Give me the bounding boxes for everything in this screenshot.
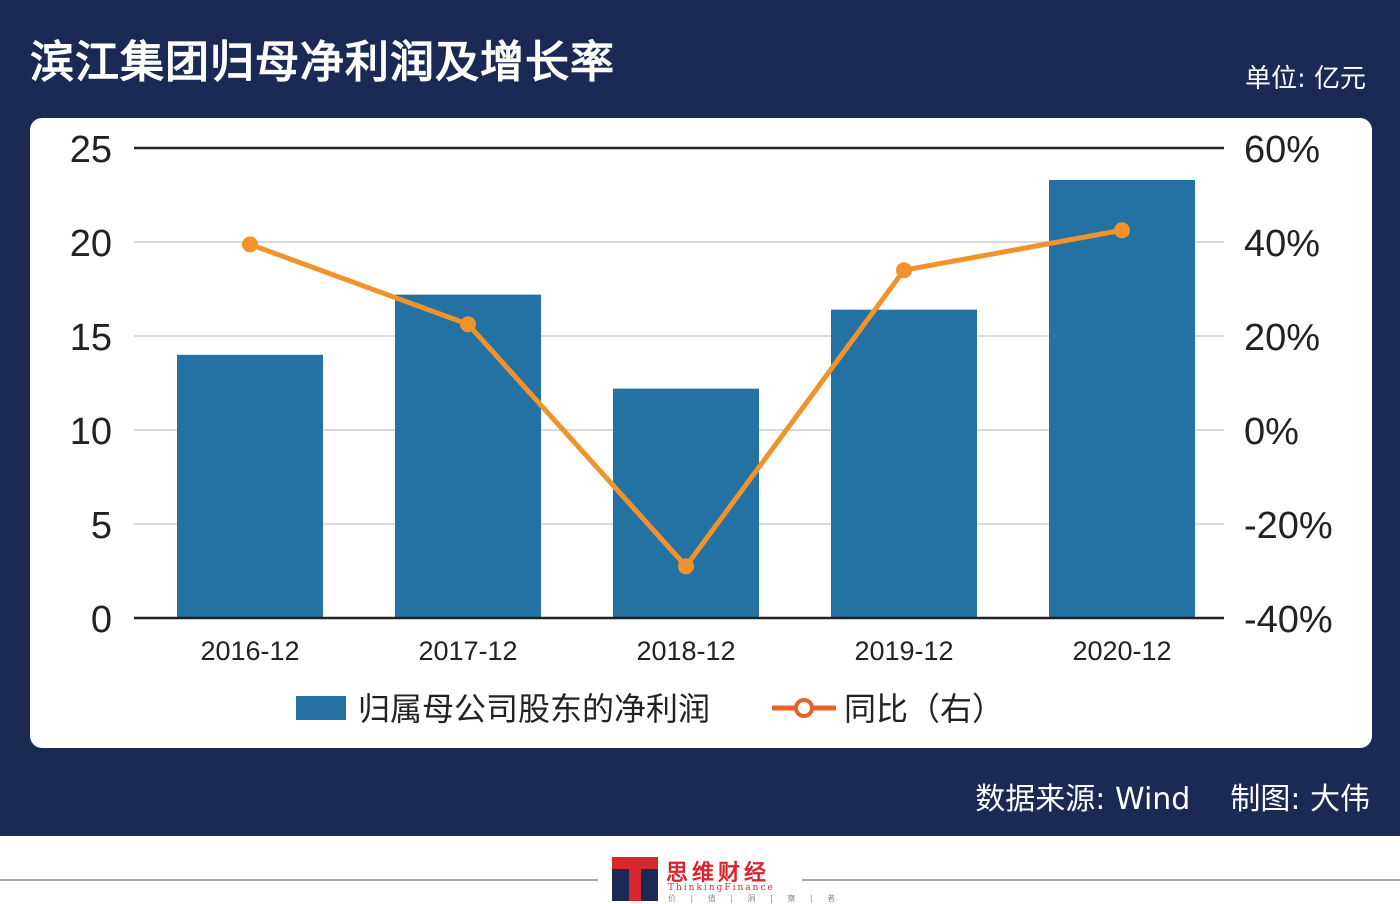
y-right-tick-label: 40% bbox=[1244, 223, 1320, 265]
y-right-tick-label: 60% bbox=[1244, 129, 1320, 171]
unit-label: 单位: 亿元 bbox=[1244, 64, 1366, 94]
footer-divider-left bbox=[0, 879, 598, 881]
y-right-tick-label: 0% bbox=[1244, 411, 1299, 453]
chart-title: 滨江集团归母净利润及增长率 bbox=[30, 37, 615, 88]
y-left-tick-label: 25 bbox=[70, 129, 112, 171]
y-left-tick-label: 5 bbox=[91, 505, 112, 547]
brand-logo: 思维财经 ThinkingFinance 价 | 值 | 洞 | 察 | 者 bbox=[612, 855, 835, 903]
bar-2017-12 bbox=[395, 294, 541, 618]
x-tick-label: 2018-12 bbox=[636, 636, 735, 666]
y-right-tick-label: 20% bbox=[1244, 317, 1320, 359]
chart-svg: 0 5 10 15 20 25 -40% -20% 0% 20% 40% 60% 2016-12 2017… bbox=[70, 129, 1333, 728]
chart-card: 0 5 10 15 20 25 -40% -20% 0% 20% 40% 60% 2016-12 2017… bbox=[30, 118, 1372, 748]
bar-2020-12 bbox=[1049, 179, 1195, 618]
y-left-tick-label: 15 bbox=[70, 317, 112, 359]
x-tick-label: 2019-12 bbox=[854, 636, 953, 666]
bar-2016-12 bbox=[177, 354, 323, 618]
legend-bar-swatch bbox=[296, 696, 346, 720]
y-left-tick-label: 20 bbox=[70, 223, 112, 265]
y-right-tick-label: -20% bbox=[1244, 505, 1333, 547]
yoy-point-2018-12 bbox=[678, 558, 694, 575]
legend-line-label: 同比（右） bbox=[844, 690, 1004, 728]
y-left-tick-label: 10 bbox=[70, 411, 112, 453]
chart-author: 制图: 大伟 bbox=[1230, 782, 1370, 817]
legend-bar-label: 归属母公司股东的净利润 bbox=[358, 690, 710, 728]
logo-name: 思维财经 bbox=[666, 861, 771, 886]
logo-english: ThinkingFinance bbox=[668, 883, 775, 893]
y-right-tick-label: -40% bbox=[1244, 599, 1333, 641]
x-tick-label: 2020-12 bbox=[1072, 636, 1171, 666]
data-source: 数据来源: Wind bbox=[975, 782, 1191, 817]
bar-2019-12 bbox=[831, 309, 977, 618]
yoy-point-2020-12 bbox=[1114, 222, 1130, 239]
legend-line-marker bbox=[794, 698, 814, 718]
logo-motto: 价 | 值 | 洞 | 察 | 者 bbox=[668, 894, 842, 903]
x-tick-label: 2017-12 bbox=[418, 636, 517, 666]
yoy-point-2016-12 bbox=[242, 236, 258, 253]
logo-t-icon bbox=[612, 857, 658, 901]
yoy-point-2019-12 bbox=[896, 262, 912, 279]
y-left-tick-label: 0 bbox=[91, 599, 112, 641]
x-tick-label: 2016-12 bbox=[200, 636, 299, 666]
yoy-point-2017-12 bbox=[460, 316, 476, 333]
footer-divider-right bbox=[802, 879, 1400, 881]
source-line: 数据来源: Wind 制图: 大伟 bbox=[935, 774, 1370, 818]
bar-2018-12 bbox=[613, 388, 759, 618]
